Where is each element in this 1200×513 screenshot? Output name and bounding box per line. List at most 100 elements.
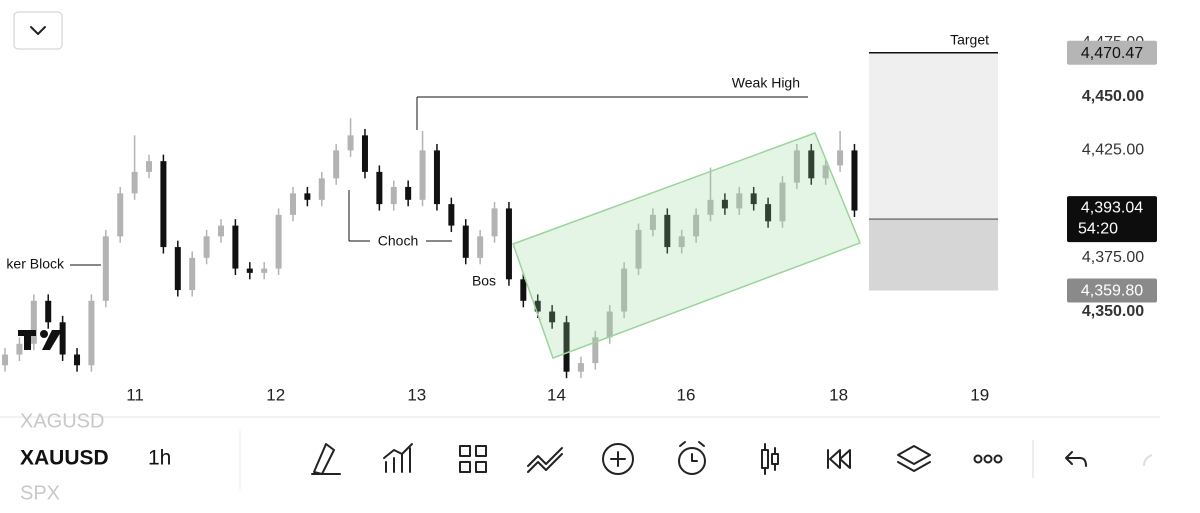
candle-body xyxy=(793,150,800,183)
candle-body xyxy=(635,229,642,269)
candle-body xyxy=(779,182,786,222)
candle-body xyxy=(117,193,124,237)
add-icon[interactable] xyxy=(602,443,634,475)
candle-body xyxy=(505,208,512,280)
candle-body xyxy=(822,165,829,179)
candle-body xyxy=(347,135,354,151)
y-tick-label: 4,450.00 xyxy=(1082,88,1144,105)
price-label: 4,359.80 xyxy=(1081,283,1143,300)
target-zone xyxy=(869,52,998,220)
dropdown-button[interactable] xyxy=(13,11,63,50)
compare-icon[interactable] xyxy=(527,447,563,473)
candles-icon[interactable] xyxy=(761,443,779,475)
redo-icon[interactable] xyxy=(1143,454,1153,467)
target-label: Target xyxy=(950,32,989,48)
candle-body xyxy=(30,300,37,344)
channel xyxy=(512,132,861,359)
draw-icon[interactable] xyxy=(311,443,341,475)
indicators-icon[interactable] xyxy=(383,443,413,473)
price-label: 4,470.47 xyxy=(1081,45,1143,62)
candle-body xyxy=(146,161,153,172)
candle-body xyxy=(851,150,858,211)
choch-label: Choch xyxy=(378,233,418,249)
candle-body xyxy=(318,178,325,200)
layout-icon[interactable] xyxy=(459,445,487,473)
candle-body xyxy=(88,300,95,366)
x-tick-label: 13 xyxy=(407,385,426,404)
price-box xyxy=(1067,40,1157,65)
candle-body xyxy=(2,354,9,366)
x-tick-label: 12 xyxy=(266,385,285,404)
candle-body xyxy=(563,322,570,372)
stop-zone xyxy=(869,219,998,291)
y-tick-label: 4,350.00 xyxy=(1082,303,1144,320)
y-tick-label: 4,375.00 xyxy=(1082,249,1144,266)
candle-body xyxy=(606,311,613,338)
alert-icon[interactable] xyxy=(678,447,706,475)
candle-body xyxy=(707,199,714,215)
candle-body xyxy=(808,150,815,179)
x-tick-label: 11 xyxy=(126,385,144,404)
candle-body xyxy=(462,225,469,258)
x-tick-label: 14 xyxy=(547,385,566,404)
weak-high-label: Weak High xyxy=(732,75,800,91)
candle-body xyxy=(649,214,656,230)
logo xyxy=(18,330,62,350)
replay-icon[interactable] xyxy=(827,449,851,469)
symbol-prev[interactable]: XAGUSD xyxy=(20,410,104,432)
candle-body xyxy=(592,337,599,364)
candle-body xyxy=(333,150,340,179)
toolbar-icons xyxy=(311,441,1153,475)
candle-body xyxy=(390,186,397,205)
candle-body xyxy=(549,311,556,323)
undo-icon[interactable] xyxy=(1065,451,1087,467)
candle-body xyxy=(664,214,671,248)
y-tick-label: 4,425.00 xyxy=(1082,142,1144,159)
layers-icon[interactable] xyxy=(897,445,931,472)
bos-label: Bos xyxy=(472,273,496,289)
candle-body xyxy=(160,161,167,248)
candle-body xyxy=(477,236,484,258)
candle-body xyxy=(45,300,52,323)
x-tick-label: 16 xyxy=(677,385,696,404)
interval[interactable]: 1h xyxy=(148,447,171,470)
price-box xyxy=(1067,278,1157,303)
candle-body xyxy=(189,257,196,291)
order-block-label: ker Block xyxy=(6,256,65,272)
symbol-next[interactable]: SPX xyxy=(20,482,60,504)
candle-body xyxy=(102,236,109,301)
candle-body xyxy=(534,300,541,312)
candle-body xyxy=(678,236,685,248)
candle-body xyxy=(376,171,383,205)
countdown: 54:20 xyxy=(1078,220,1118,237)
candle-body xyxy=(491,208,498,237)
price-box xyxy=(1067,196,1157,243)
candle-body xyxy=(448,204,455,226)
candle-body xyxy=(131,171,138,194)
candle-body xyxy=(261,268,268,273)
candle-body xyxy=(304,193,311,200)
candle-body xyxy=(232,225,239,269)
candle-body xyxy=(577,363,584,372)
candle-body xyxy=(174,247,181,291)
candle-body xyxy=(217,225,224,237)
candle-body xyxy=(721,199,728,209)
symbol-current[interactable]: XAUUSD xyxy=(20,447,109,470)
candle-body xyxy=(765,204,772,222)
candle-body xyxy=(750,193,757,205)
candle-body xyxy=(203,236,210,258)
candle-body xyxy=(736,193,743,209)
candle-body xyxy=(419,150,426,200)
chart-area xyxy=(2,118,858,379)
more-icon[interactable] xyxy=(973,454,983,464)
x-tick-label: 18 xyxy=(829,385,848,404)
candle-body xyxy=(837,150,844,166)
chevron-icon xyxy=(30,26,46,35)
candle-body xyxy=(433,150,440,205)
x-tick-label: 19 xyxy=(970,385,989,404)
candle-body xyxy=(289,193,296,215)
candle-body xyxy=(405,186,412,200)
candle-body xyxy=(361,135,368,172)
